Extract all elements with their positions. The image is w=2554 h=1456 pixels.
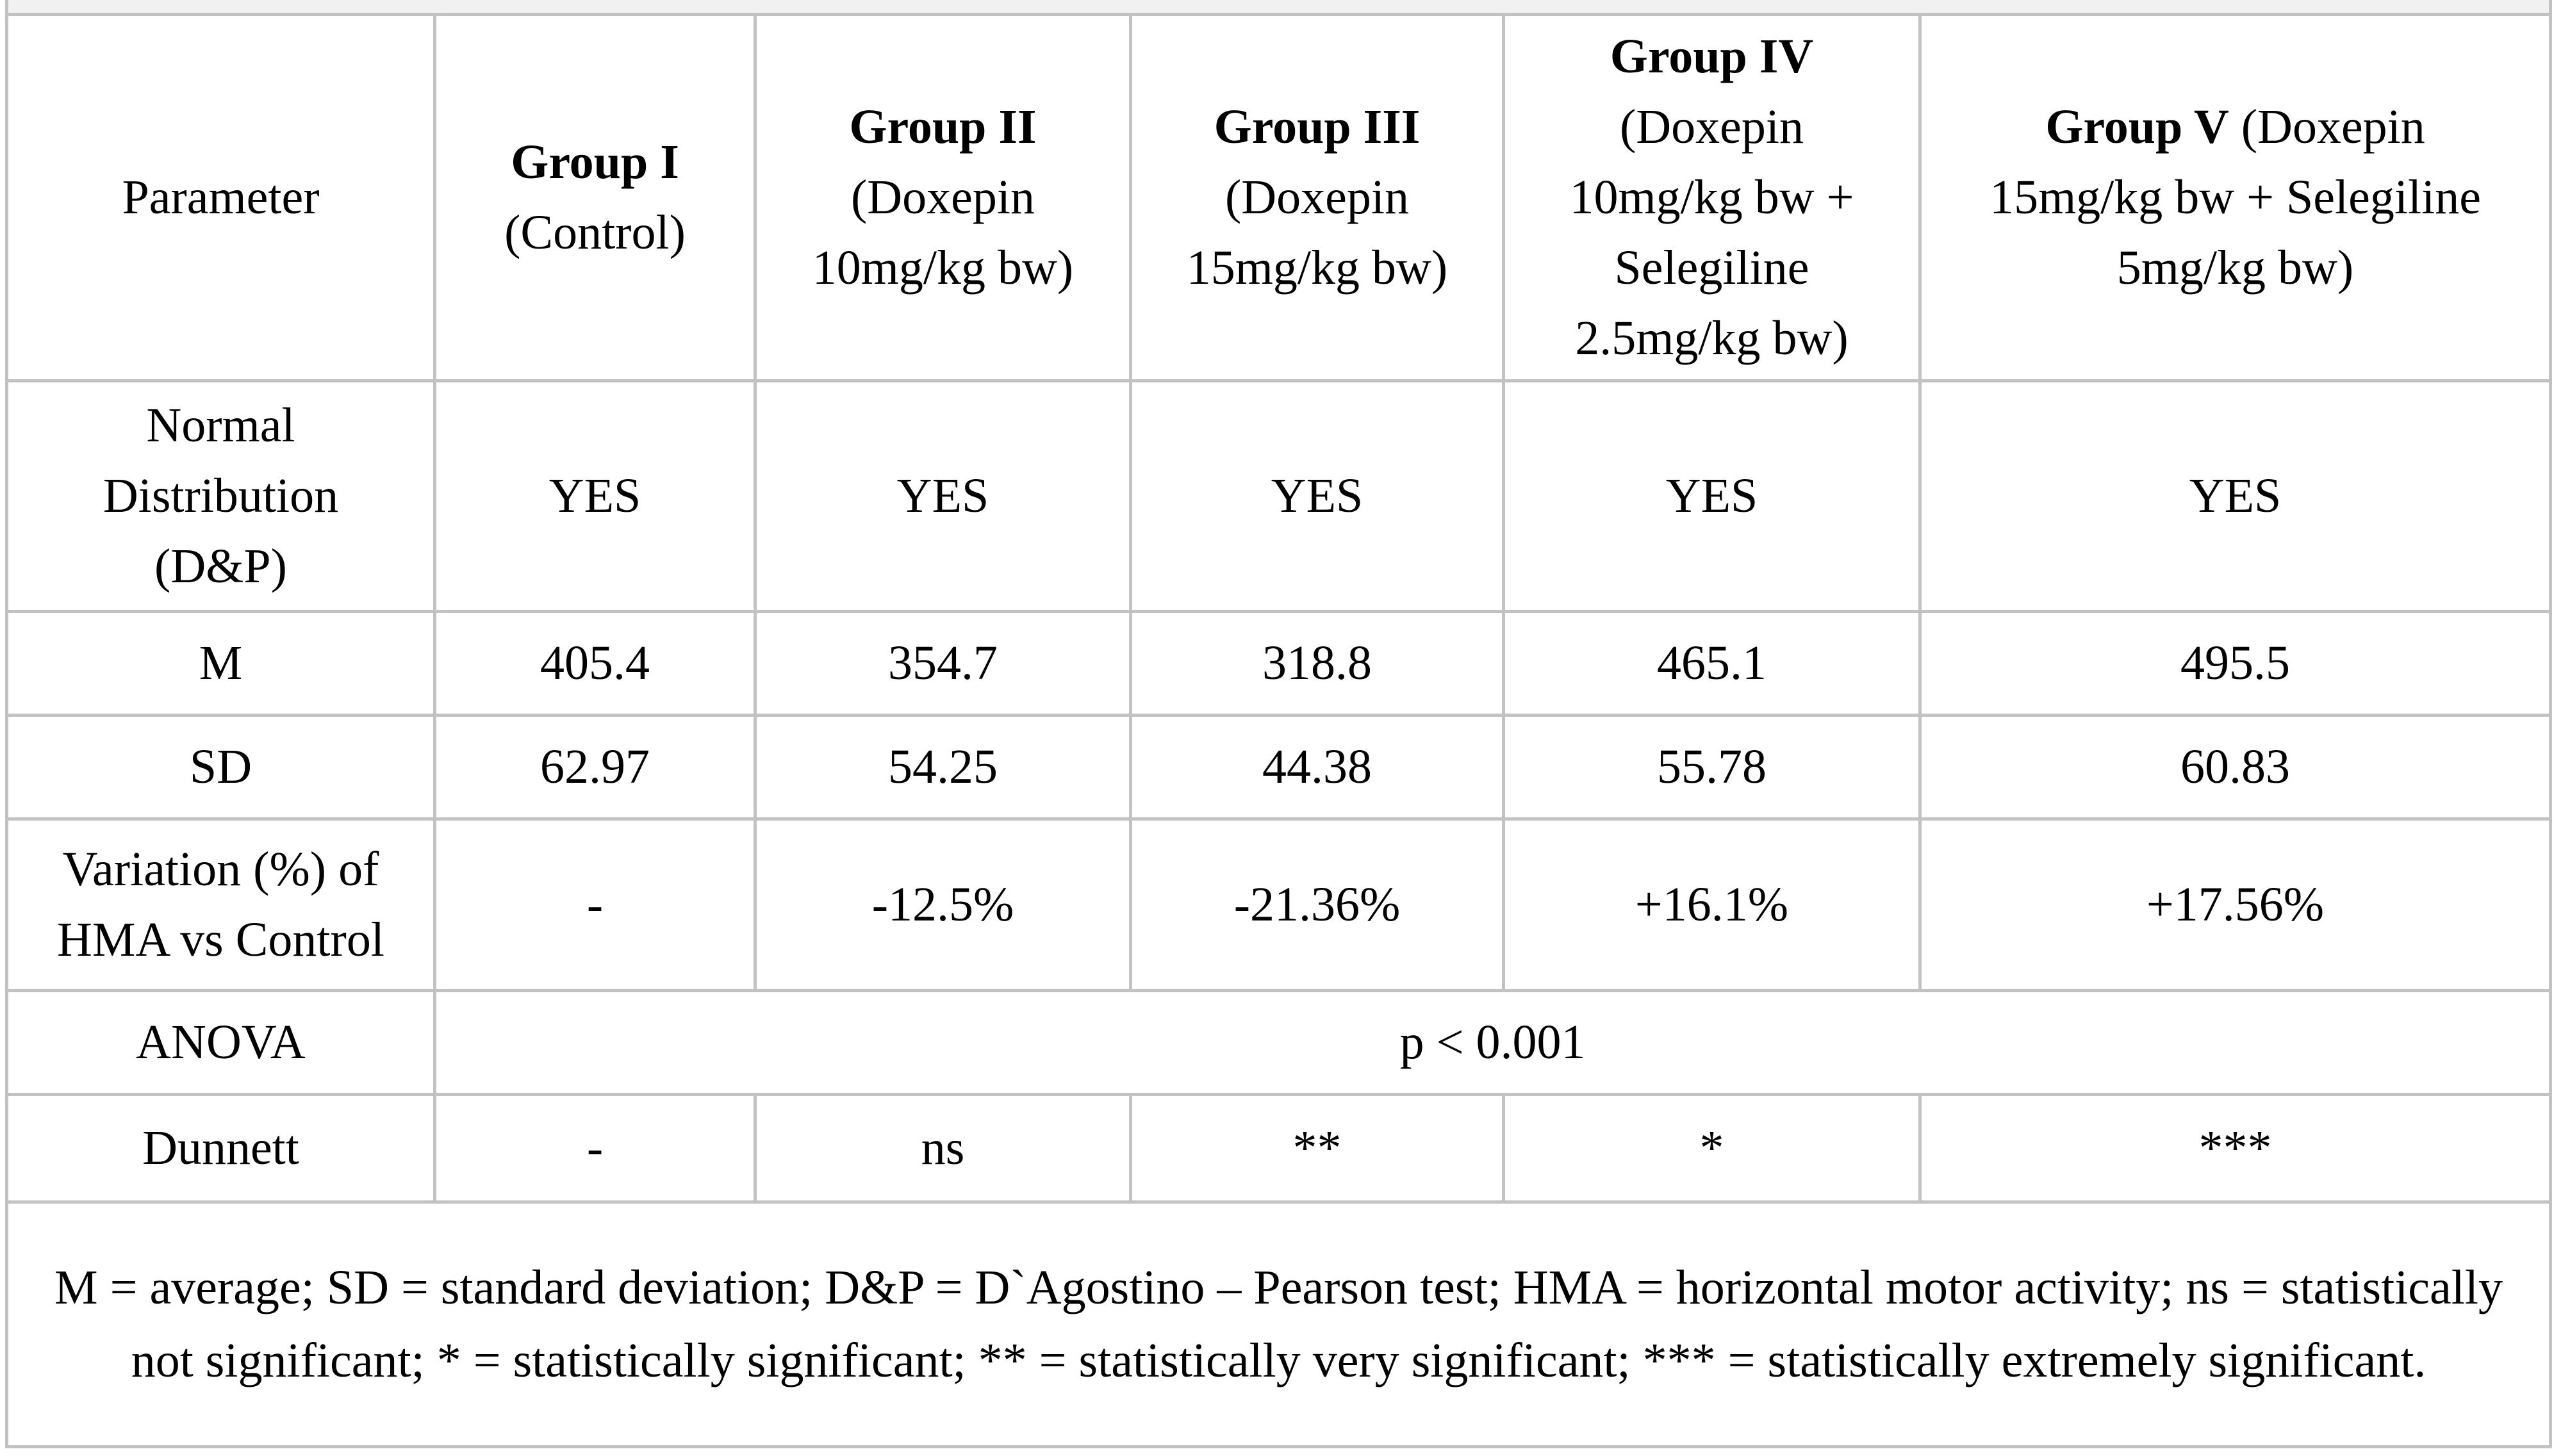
group-3-name: Group III bbox=[1214, 99, 1421, 154]
footnote-text: M = average; SD = standard deviation; D&… bbox=[4, 1200, 2553, 1448]
mean-g2: 354.7 bbox=[754, 609, 1132, 717]
variation-g1: - bbox=[433, 817, 757, 992]
variation-label: Variation (%) of HMA vs Control bbox=[5, 817, 436, 992]
mean-label: M bbox=[5, 609, 436, 717]
sd-row: SD 62.97 54.25 44.38 55.78 60.83 bbox=[5, 713, 2553, 821]
group-1-desc: (Control) bbox=[504, 206, 686, 259]
footnote-row: M = average; SD = standard deviation; D&… bbox=[4, 1200, 2553, 1448]
group-2-name: Group II bbox=[849, 99, 1037, 154]
group-1-name: Group I bbox=[511, 135, 679, 189]
dunnett-row: Dunnett - ns ** * *** bbox=[5, 1092, 2553, 1204]
dunnett-g5: *** bbox=[1918, 1092, 2553, 1204]
group-4-name: Group IV bbox=[1610, 29, 1814, 83]
normal-distribution-g4: YES bbox=[1502, 379, 1922, 613]
results-table: Parameter Group I (Control) Group II (Do… bbox=[4, 0, 2553, 1448]
dunnett-g4: * bbox=[1502, 1092, 1922, 1204]
mean-row: M 405.4 354.7 318.8 465.1 495.5 bbox=[5, 609, 2553, 717]
sd-g3: 44.38 bbox=[1129, 713, 1505, 821]
dunnett-g3: ** bbox=[1129, 1092, 1505, 1204]
sd-g5: 60.83 bbox=[1918, 713, 2553, 821]
normal-distribution-g3: YES bbox=[1129, 379, 1505, 613]
variation-g5: +17.56% bbox=[1918, 817, 2553, 992]
group-3-desc: (Doxepin 15mg/kg bw) bbox=[1186, 170, 1448, 295]
top-spacer-row bbox=[4, 0, 2553, 16]
variation-g4: +16.1% bbox=[1502, 817, 1922, 992]
header-group-2: Group II (Doxepin 10mg/kg bw) bbox=[754, 12, 1132, 382]
dunnett-g2: ns bbox=[754, 1092, 1132, 1204]
sd-g2: 54.25 bbox=[754, 713, 1132, 821]
dunnett-g1: - bbox=[433, 1092, 757, 1204]
variation-row: Variation (%) of HMA vs Control - -12.5%… bbox=[5, 817, 2553, 992]
top-spacer-cell bbox=[4, 0, 2553, 16]
anova-value: p < 0.001 bbox=[433, 988, 2553, 1096]
anova-label: ANOVA bbox=[5, 988, 436, 1096]
mean-g3: 318.8 bbox=[1129, 609, 1505, 717]
normal-distribution-row: Normal Distribution (D&P) YES YES YES YE… bbox=[5, 379, 2553, 613]
normal-distribution-label: Normal Distribution (D&P) bbox=[5, 379, 436, 613]
header-parameter: Parameter bbox=[5, 12, 436, 382]
mean-g1: 405.4 bbox=[433, 609, 757, 717]
normal-distribution-g5: YES bbox=[1918, 379, 2553, 613]
sd-g1: 62.97 bbox=[433, 713, 757, 821]
header-group-4: Group IV (Doxepin 10mg/kg bw + Selegilin… bbox=[1502, 12, 1922, 382]
variation-g3: -21.36% bbox=[1129, 817, 1505, 992]
header-group-1: Group I (Control) bbox=[433, 12, 757, 382]
group-5-desc: (Doxepin 15mg/kg bw + Selegiline 5mg/kg … bbox=[1990, 99, 2481, 295]
header-group-3: Group III (Doxepin 15mg/kg bw) bbox=[1129, 12, 1505, 382]
group-5-name: Group V bbox=[2045, 99, 2229, 154]
header-row: Parameter Group I (Control) Group II (Do… bbox=[5, 12, 2553, 382]
sd-label: SD bbox=[5, 713, 436, 821]
group-4-desc: (Doxepin 10mg/kg bw + Selegiline 2.5mg/k… bbox=[1569, 99, 1854, 366]
mean-g5: 495.5 bbox=[1918, 609, 2553, 717]
anova-row: ANOVA p < 0.001 bbox=[5, 988, 2553, 1096]
normal-distribution-g2: YES bbox=[754, 379, 1132, 613]
sd-g4: 55.78 bbox=[1502, 713, 1922, 821]
group-2-desc: (Doxepin 10mg/kg bw) bbox=[812, 170, 1074, 295]
mean-g4: 465.1 bbox=[1502, 609, 1922, 717]
variation-g2: -12.5% bbox=[754, 817, 1132, 992]
header-group-5: Group V (Doxepin 15mg/kg bw + Selegiline… bbox=[1918, 12, 2553, 382]
dunnett-label: Dunnett bbox=[5, 1092, 436, 1204]
normal-distribution-g1: YES bbox=[433, 379, 757, 613]
